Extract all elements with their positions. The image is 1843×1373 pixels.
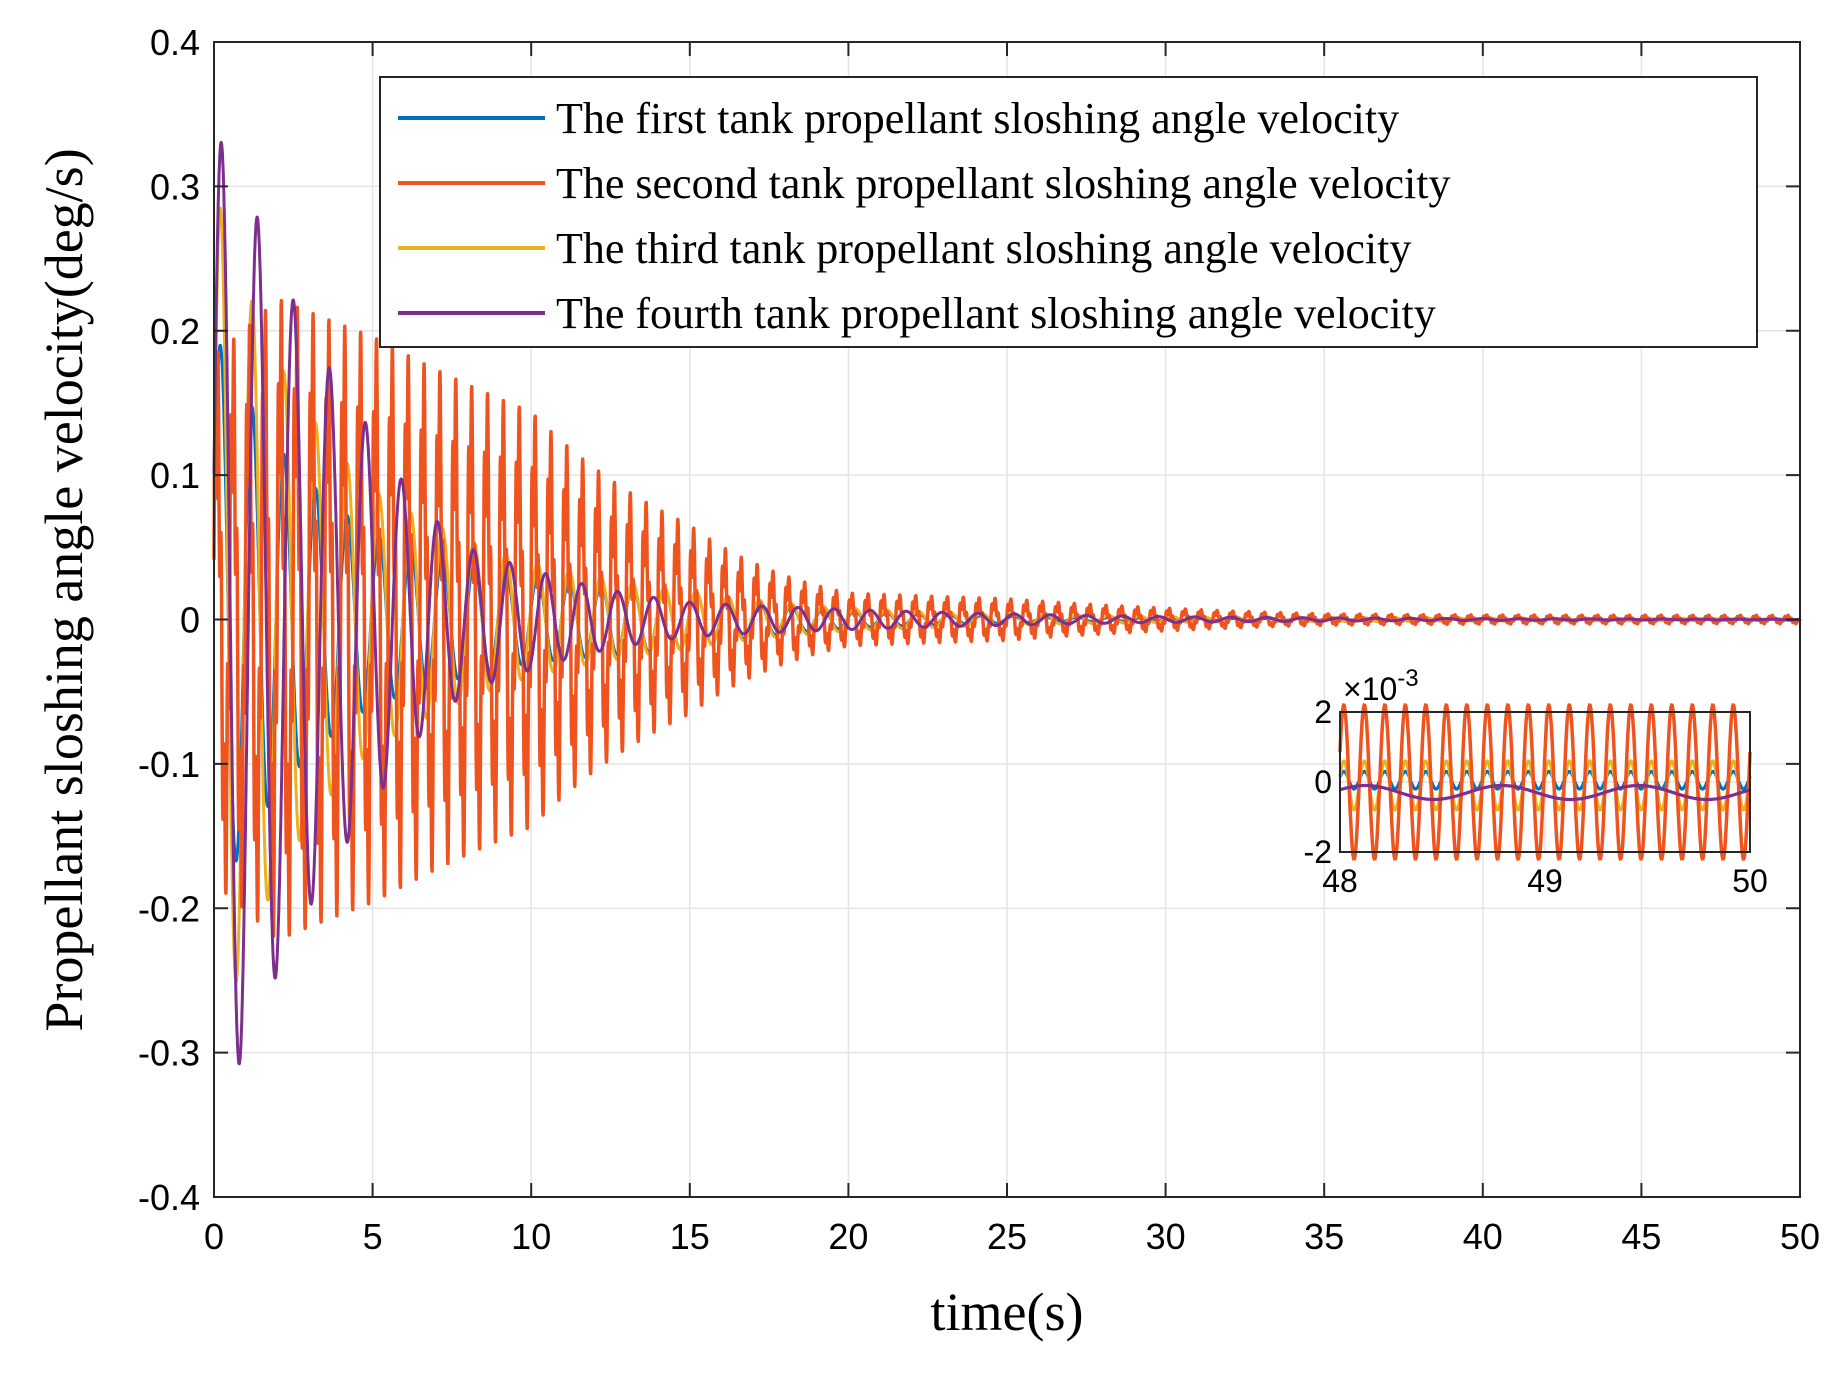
legend-box: [379, 76, 1758, 348]
x-tick-label: 20: [828, 1216, 868, 1257]
y-tick-label: -0.4: [138, 1177, 200, 1218]
inset-series-lines: [1338, 703, 1752, 861]
inset-scale-base: ×10: [1343, 671, 1397, 707]
x-tick-label: 45: [1621, 1216, 1661, 1257]
y-tick-label: 0.2: [150, 311, 200, 352]
inset-x-tick-label: 48: [1322, 863, 1358, 899]
inset-scale-label: ×10-3: [1343, 665, 1419, 707]
series-line-4: [212, 140, 1802, 1066]
legend-label-1: The first tank propellant sloshing angle…: [556, 94, 1399, 143]
inset-zoom-plot: 48 49 50 2 0 -2 ×10-3: [1304, 665, 1768, 899]
x-tick-label: 5: [363, 1216, 383, 1257]
inset-x-tick-label: 50: [1732, 863, 1768, 899]
y-axis-label: Propellant sloshing angle velocity(deg/s…: [34, 148, 94, 1031]
y-tick-label: 0.1: [150, 455, 200, 496]
y-tick-label: -0.3: [138, 1033, 200, 1074]
x-tick-label: 30: [1146, 1216, 1186, 1257]
x-tick-label: 15: [670, 1216, 710, 1257]
x-tick-label: 10: [511, 1216, 551, 1257]
inset-series-line-4: [1339, 783, 1751, 802]
legend-label-2: The second tank propellant sloshing angl…: [556, 159, 1450, 208]
y-tick-label: 0.4: [150, 22, 200, 63]
inset-x-tick-label: 49: [1527, 863, 1563, 899]
x-axis-label: time(s): [931, 1282, 1084, 1342]
inset-y-tick-label: -2: [1304, 834, 1332, 870]
inset-scale-exponent: -3: [1397, 665, 1418, 692]
legend-label-4: The fourth tank propellant sloshing angl…: [556, 289, 1436, 338]
legend: The first tank propellant sloshing angle…: [379, 76, 1758, 348]
x-tick-label: 40: [1463, 1216, 1503, 1257]
x-tick-label: 0: [204, 1216, 224, 1257]
y-tick-label: 0: [180, 600, 200, 641]
series-lines: [212, 140, 1802, 1066]
legend-label-3: The third tank propellant sloshing angle…: [556, 224, 1411, 273]
x-tick-label: 35: [1304, 1216, 1344, 1257]
inset-frame: [1339, 711, 1751, 853]
inset-y-tick-label: 2: [1314, 694, 1332, 730]
inset-axis-ticks: 48 49 50 2 0 -2: [1304, 694, 1768, 899]
y-tick-label: 0.3: [150, 166, 200, 207]
inset-series-line-2: [1338, 703, 1752, 861]
y-tick-label: -0.2: [138, 888, 200, 929]
y-tick-label: -0.1: [138, 744, 200, 785]
x-tick-label: 25: [987, 1216, 1027, 1257]
axis-ticks: 0 5 10 15 20 25 30 35 40 45 500.40.30.20.10-0.1-0.…: [138, 22, 1820, 1257]
x-tick-label: 50: [1780, 1216, 1820, 1257]
series-line-2: [212, 299, 1802, 938]
inset-y-tick-label: 0: [1314, 764, 1332, 800]
